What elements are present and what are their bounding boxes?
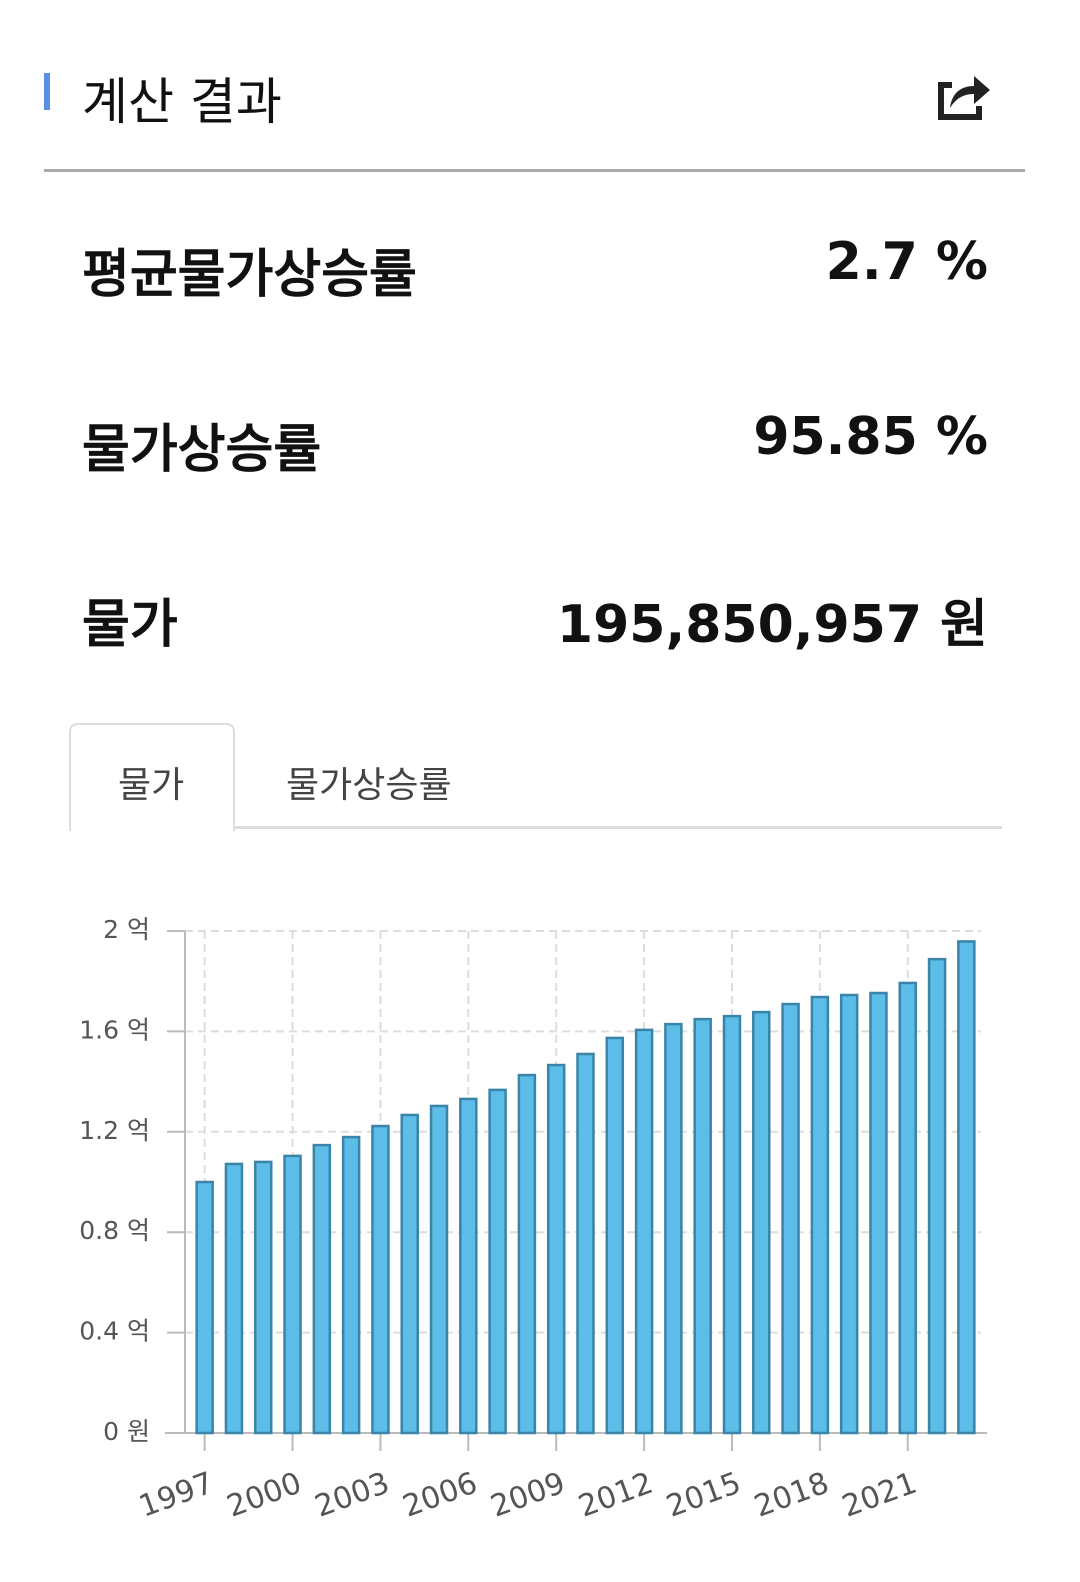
result-value: 195,850,957 원 — [556, 595, 988, 655]
x-tick-label: 2021 — [838, 1466, 922, 1525]
x-tick-label: 2009 — [486, 1466, 570, 1525]
bar — [576, 1052, 595, 1435]
bar — [546, 1063, 566, 1435]
bar — [634, 1028, 654, 1435]
y-tick-label: 1.2 억 — [79, 1116, 150, 1145]
tab-label[interactable]: 물가상승률 — [286, 765, 452, 806]
x-tick-label: 2012 — [574, 1466, 658, 1525]
bar — [664, 1022, 683, 1435]
bar — [839, 993, 859, 1435]
result-label: 물가상승률 — [82, 420, 322, 480]
x-tick-label: 2000 — [222, 1466, 306, 1525]
bar — [371, 1124, 390, 1435]
x-tick-label: 2003 — [310, 1466, 394, 1525]
bar — [810, 995, 830, 1435]
y-tick-label: 0 원 — [103, 1417, 150, 1446]
bar — [224, 1162, 244, 1435]
x-tick-label: 2015 — [662, 1466, 746, 1525]
divider — [44, 169, 1025, 172]
bar — [283, 1154, 302, 1435]
y-tick-label: 0.8 억 — [79, 1216, 150, 1245]
tab-label[interactable]: 물가 — [118, 765, 185, 806]
share-icon[interactable] — [932, 68, 994, 122]
active-tab[interactable] — [69, 723, 235, 831]
result-label: 평균물가상승률 — [82, 245, 417, 305]
bar — [459, 1097, 478, 1435]
result-value: 95.85 % — [753, 407, 988, 467]
accent-bar — [44, 73, 50, 110]
x-tick-label: 2006 — [398, 1466, 482, 1525]
bar — [517, 1073, 537, 1435]
bar — [957, 940, 976, 1435]
bar — [400, 1113, 419, 1435]
bar — [195, 1180, 214, 1435]
bar — [869, 991, 888, 1435]
y-tick-label: 2 억 — [103, 915, 150, 944]
result-label: 물가 — [82, 595, 178, 655]
section-title: 계산 결과 — [82, 73, 282, 131]
bar — [752, 1010, 771, 1435]
x-tick-label: 2018 — [750, 1466, 834, 1525]
x-tick-label: 1997 — [135, 1466, 219, 1525]
bar — [722, 1014, 742, 1435]
bar — [253, 1160, 273, 1435]
bar — [488, 1088, 507, 1435]
bar — [898, 981, 918, 1435]
bar — [341, 1135, 361, 1435]
result-value: 2.7 % — [825, 232, 988, 292]
bar — [605, 1036, 625, 1435]
bar — [312, 1143, 332, 1435]
y-tick-label: 0.4 억 — [79, 1317, 150, 1346]
bar — [781, 1002, 800, 1435]
tab-line — [233, 826, 1002, 829]
bar — [429, 1104, 449, 1435]
bar — [693, 1017, 712, 1435]
bar — [927, 957, 947, 1435]
y-tick-label: 1.6 억 — [79, 1015, 150, 1044]
